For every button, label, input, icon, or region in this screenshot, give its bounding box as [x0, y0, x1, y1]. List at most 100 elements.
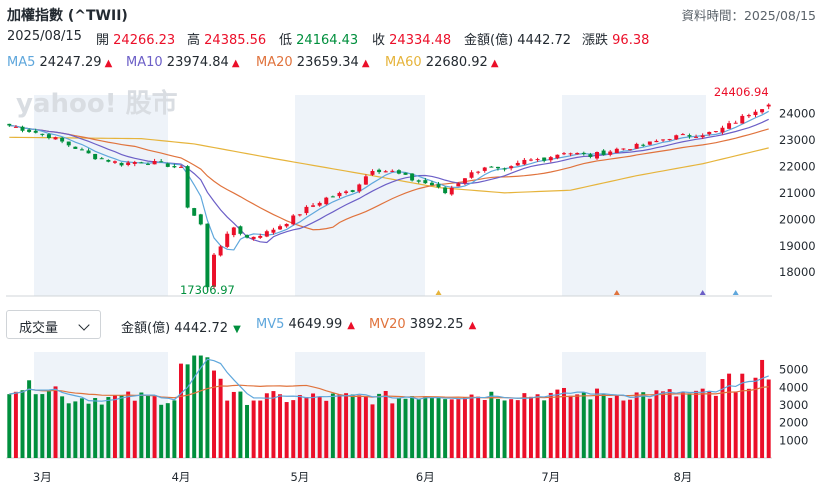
- volume-bar: [608, 397, 613, 458]
- close-stat: 收 24334.48: [372, 29, 451, 48]
- volume-bar: [713, 395, 718, 458]
- candle-body: [390, 170, 395, 172]
- high-stat: 高 24385.56: [187, 29, 266, 48]
- candle-body: [192, 208, 197, 216]
- volume-bar: [159, 404, 164, 458]
- amount-value: 4442.72: [517, 33, 572, 48]
- candle-body: [245, 235, 250, 238]
- volume-bar: [476, 396, 481, 458]
- candle-body: [462, 178, 467, 184]
- price-month-band: [295, 95, 425, 296]
- candle-body: [740, 115, 745, 124]
- volume-tick-label: 2000: [779, 416, 808, 430]
- candle-body: [713, 131, 718, 133]
- candle-body: [317, 202, 322, 206]
- volume-bar: [192, 355, 197, 458]
- close-label: 收: [372, 33, 386, 48]
- candle-body: [647, 141, 652, 145]
- volume-bar: [297, 395, 302, 458]
- candle-body: [284, 223, 289, 227]
- ma10-legend: MA10 23974.84 ▲: [126, 55, 240, 70]
- candle-body: [383, 171, 388, 173]
- low-stat: 低 24164.43: [279, 29, 358, 48]
- volume-bar: [106, 397, 111, 458]
- mv5-label: MV5: [256, 317, 285, 332]
- mv20-legend: MV20 3892.25 ▲: [369, 317, 476, 332]
- volume-bar: [522, 393, 527, 458]
- candle-body: [357, 184, 362, 192]
- candle-body: [145, 163, 150, 165]
- high-value: 24385.56: [204, 33, 267, 48]
- candle-body: [271, 229, 276, 233]
- volume-bar: [727, 373, 732, 458]
- candle-body: [502, 168, 507, 170]
- volume-bar: [753, 377, 758, 458]
- volume-bar: [311, 393, 316, 458]
- volume-bar: [145, 395, 150, 458]
- volume-amount-label: 金額(億): [121, 321, 171, 336]
- candle-body: [403, 172, 408, 175]
- volume-bar: [680, 392, 685, 458]
- volume-bar: [436, 398, 441, 458]
- volume-bar: [258, 400, 263, 458]
- candle-body: [680, 134, 685, 136]
- volume-bar: [165, 403, 170, 458]
- volume-bar: [99, 404, 104, 458]
- volume-bar: [13, 391, 18, 458]
- volume-bar: [304, 397, 309, 458]
- candle-body: [423, 180, 428, 184]
- mv20-label: MV20: [369, 317, 406, 332]
- candle-body: [733, 122, 738, 124]
- candle-body: [99, 158, 104, 160]
- x-tick-label: 3月: [33, 470, 52, 484]
- event-marker-icon: [732, 290, 739, 295]
- ma60-value: 22680.92: [425, 55, 488, 70]
- volume-bar: [641, 392, 646, 458]
- volume-amount-value: 4442.72: [174, 321, 229, 336]
- candle-body: [542, 157, 547, 161]
- candle-body: [304, 206, 309, 214]
- volume-bar: [324, 400, 329, 458]
- candle-body: [535, 159, 540, 161]
- candle-body: [548, 157, 553, 161]
- volume-bar: [733, 392, 738, 458]
- volume-amount-legend: 金額(億) 4442.72 ▼: [121, 317, 241, 336]
- volume-bar: [707, 391, 712, 458]
- volume-bar: [139, 392, 144, 458]
- candle-body: [429, 182, 434, 186]
- candle-body: [522, 159, 527, 165]
- volume-bar: [760, 359, 765, 458]
- candle-body: [476, 171, 481, 173]
- volume-bar: [86, 403, 91, 458]
- candle-body: [13, 126, 18, 128]
- open-stat: 開 24266.23: [96, 29, 175, 48]
- price-month-band: [562, 95, 706, 296]
- candle-body: [746, 115, 751, 117]
- volume-bar: [231, 391, 236, 458]
- candle-body: [495, 166, 500, 169]
- volume-bar: [443, 399, 448, 458]
- candle-body: [152, 161, 157, 165]
- ma60-label: MA60: [385, 55, 422, 70]
- candle-body: [106, 159, 111, 162]
- indicator-select[interactable]: 成交量: [6, 310, 101, 339]
- volume-bar: [225, 400, 230, 458]
- candle-body: [528, 159, 533, 161]
- ma20-value: 23659.34: [296, 55, 359, 70]
- change-stat: 漲跌 96.38: [582, 29, 649, 48]
- candle-body: [515, 162, 520, 166]
- volume-bar: [535, 394, 540, 458]
- ma60-trend-icon: ▲: [490, 58, 499, 69]
- ma5-value: 24247.29: [39, 55, 102, 70]
- volume-bar: [291, 400, 296, 458]
- volume-bar: [456, 399, 461, 458]
- volume-bar: [93, 398, 98, 458]
- volume-bar: [687, 393, 692, 458]
- candle-body: [608, 151, 613, 155]
- event-marker-icon: [435, 290, 442, 295]
- candle-body: [73, 146, 78, 149]
- candle-body: [258, 235, 263, 238]
- ma10-trend-icon: ▲: [231, 58, 240, 69]
- candle-body: [79, 149, 84, 151]
